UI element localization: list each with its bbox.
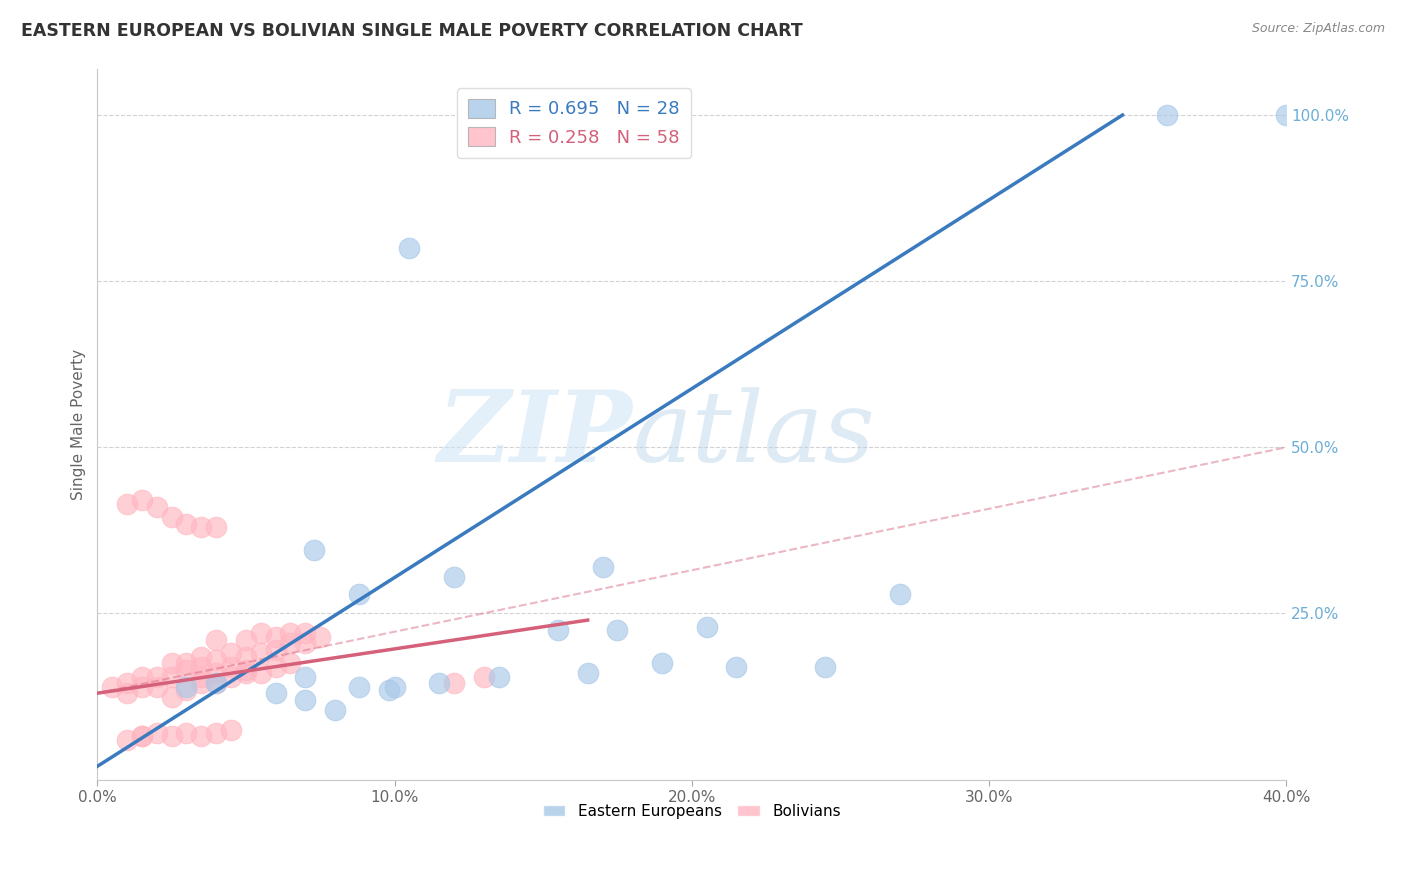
Point [146, 500, 169, 515]
Point [264, 659, 287, 673]
Point [131, 670, 153, 684]
Point [160, 670, 183, 684]
Point [264, 686, 287, 700]
Point [323, 703, 346, 717]
Point [651, 657, 673, 671]
Point [264, 630, 287, 644]
Point [176, 657, 198, 671]
Point [131, 730, 153, 744]
Point [160, 690, 183, 704]
Point [889, 586, 911, 600]
Point [146, 726, 169, 740]
Point [205, 520, 228, 534]
Point [190, 670, 212, 684]
Point [176, 680, 198, 694]
Legend: Eastern Europeans, Bolivians: Eastern Europeans, Bolivians [537, 798, 846, 825]
Point [176, 682, 198, 697]
Point [384, 680, 406, 694]
Point [219, 670, 242, 684]
Point [264, 643, 287, 657]
Point [280, 636, 302, 650]
Point [304, 543, 326, 558]
Point [219, 659, 242, 673]
Point [249, 646, 271, 660]
Point [576, 666, 599, 681]
Point [205, 666, 228, 681]
Point [176, 663, 198, 677]
Point [472, 670, 495, 684]
Point [695, 620, 717, 634]
Text: atlas: atlas [633, 387, 875, 483]
Point [115, 497, 138, 511]
Point [443, 676, 465, 690]
Point [294, 670, 316, 684]
Point [481, 108, 503, 122]
Point [347, 586, 370, 600]
Point [377, 682, 399, 697]
Point [1275, 108, 1298, 122]
Point [115, 676, 138, 690]
Text: ZIP: ZIP [437, 386, 633, 483]
Point [190, 676, 212, 690]
Point [1156, 108, 1178, 122]
Point [219, 646, 242, 660]
Point [249, 666, 271, 681]
Point [146, 680, 169, 694]
Point [115, 732, 138, 747]
Point [115, 686, 138, 700]
Point [347, 680, 370, 694]
Point [398, 241, 420, 255]
Point [606, 623, 628, 637]
Point [592, 560, 614, 574]
Point [205, 726, 228, 740]
Point [547, 623, 569, 637]
Point [176, 516, 198, 531]
Point [146, 670, 169, 684]
Text: EASTERN EUROPEAN VS BOLIVIAN SINGLE MALE POVERTY CORRELATION CHART: EASTERN EUROPEAN VS BOLIVIAN SINGLE MALE… [21, 22, 803, 40]
Point [101, 680, 124, 694]
Point [249, 626, 271, 640]
Point [131, 493, 153, 508]
Point [280, 657, 302, 671]
Point [190, 659, 212, 673]
Point [235, 649, 257, 664]
Point [205, 653, 228, 667]
Point [205, 633, 228, 648]
Point [235, 663, 257, 677]
Point [160, 730, 183, 744]
Point [510, 108, 533, 122]
Point [160, 657, 183, 671]
Point [235, 666, 257, 681]
Text: Source: ZipAtlas.com: Source: ZipAtlas.com [1251, 22, 1385, 36]
Point [190, 730, 212, 744]
Point [131, 680, 153, 694]
Point [488, 670, 510, 684]
Point [427, 676, 450, 690]
Point [294, 626, 316, 640]
Point [725, 659, 748, 673]
Point [443, 570, 465, 584]
Point [160, 510, 183, 524]
Point [294, 636, 316, 650]
Point [205, 676, 228, 690]
Point [131, 730, 153, 744]
Point [309, 630, 332, 644]
Point [235, 633, 257, 648]
Y-axis label: Single Male Poverty: Single Male Poverty [72, 349, 86, 500]
Point [219, 723, 242, 737]
Point [176, 726, 198, 740]
Point [280, 626, 302, 640]
Point [294, 693, 316, 707]
Point [190, 649, 212, 664]
Point [814, 659, 837, 673]
Point [205, 676, 228, 690]
Point [190, 520, 212, 534]
